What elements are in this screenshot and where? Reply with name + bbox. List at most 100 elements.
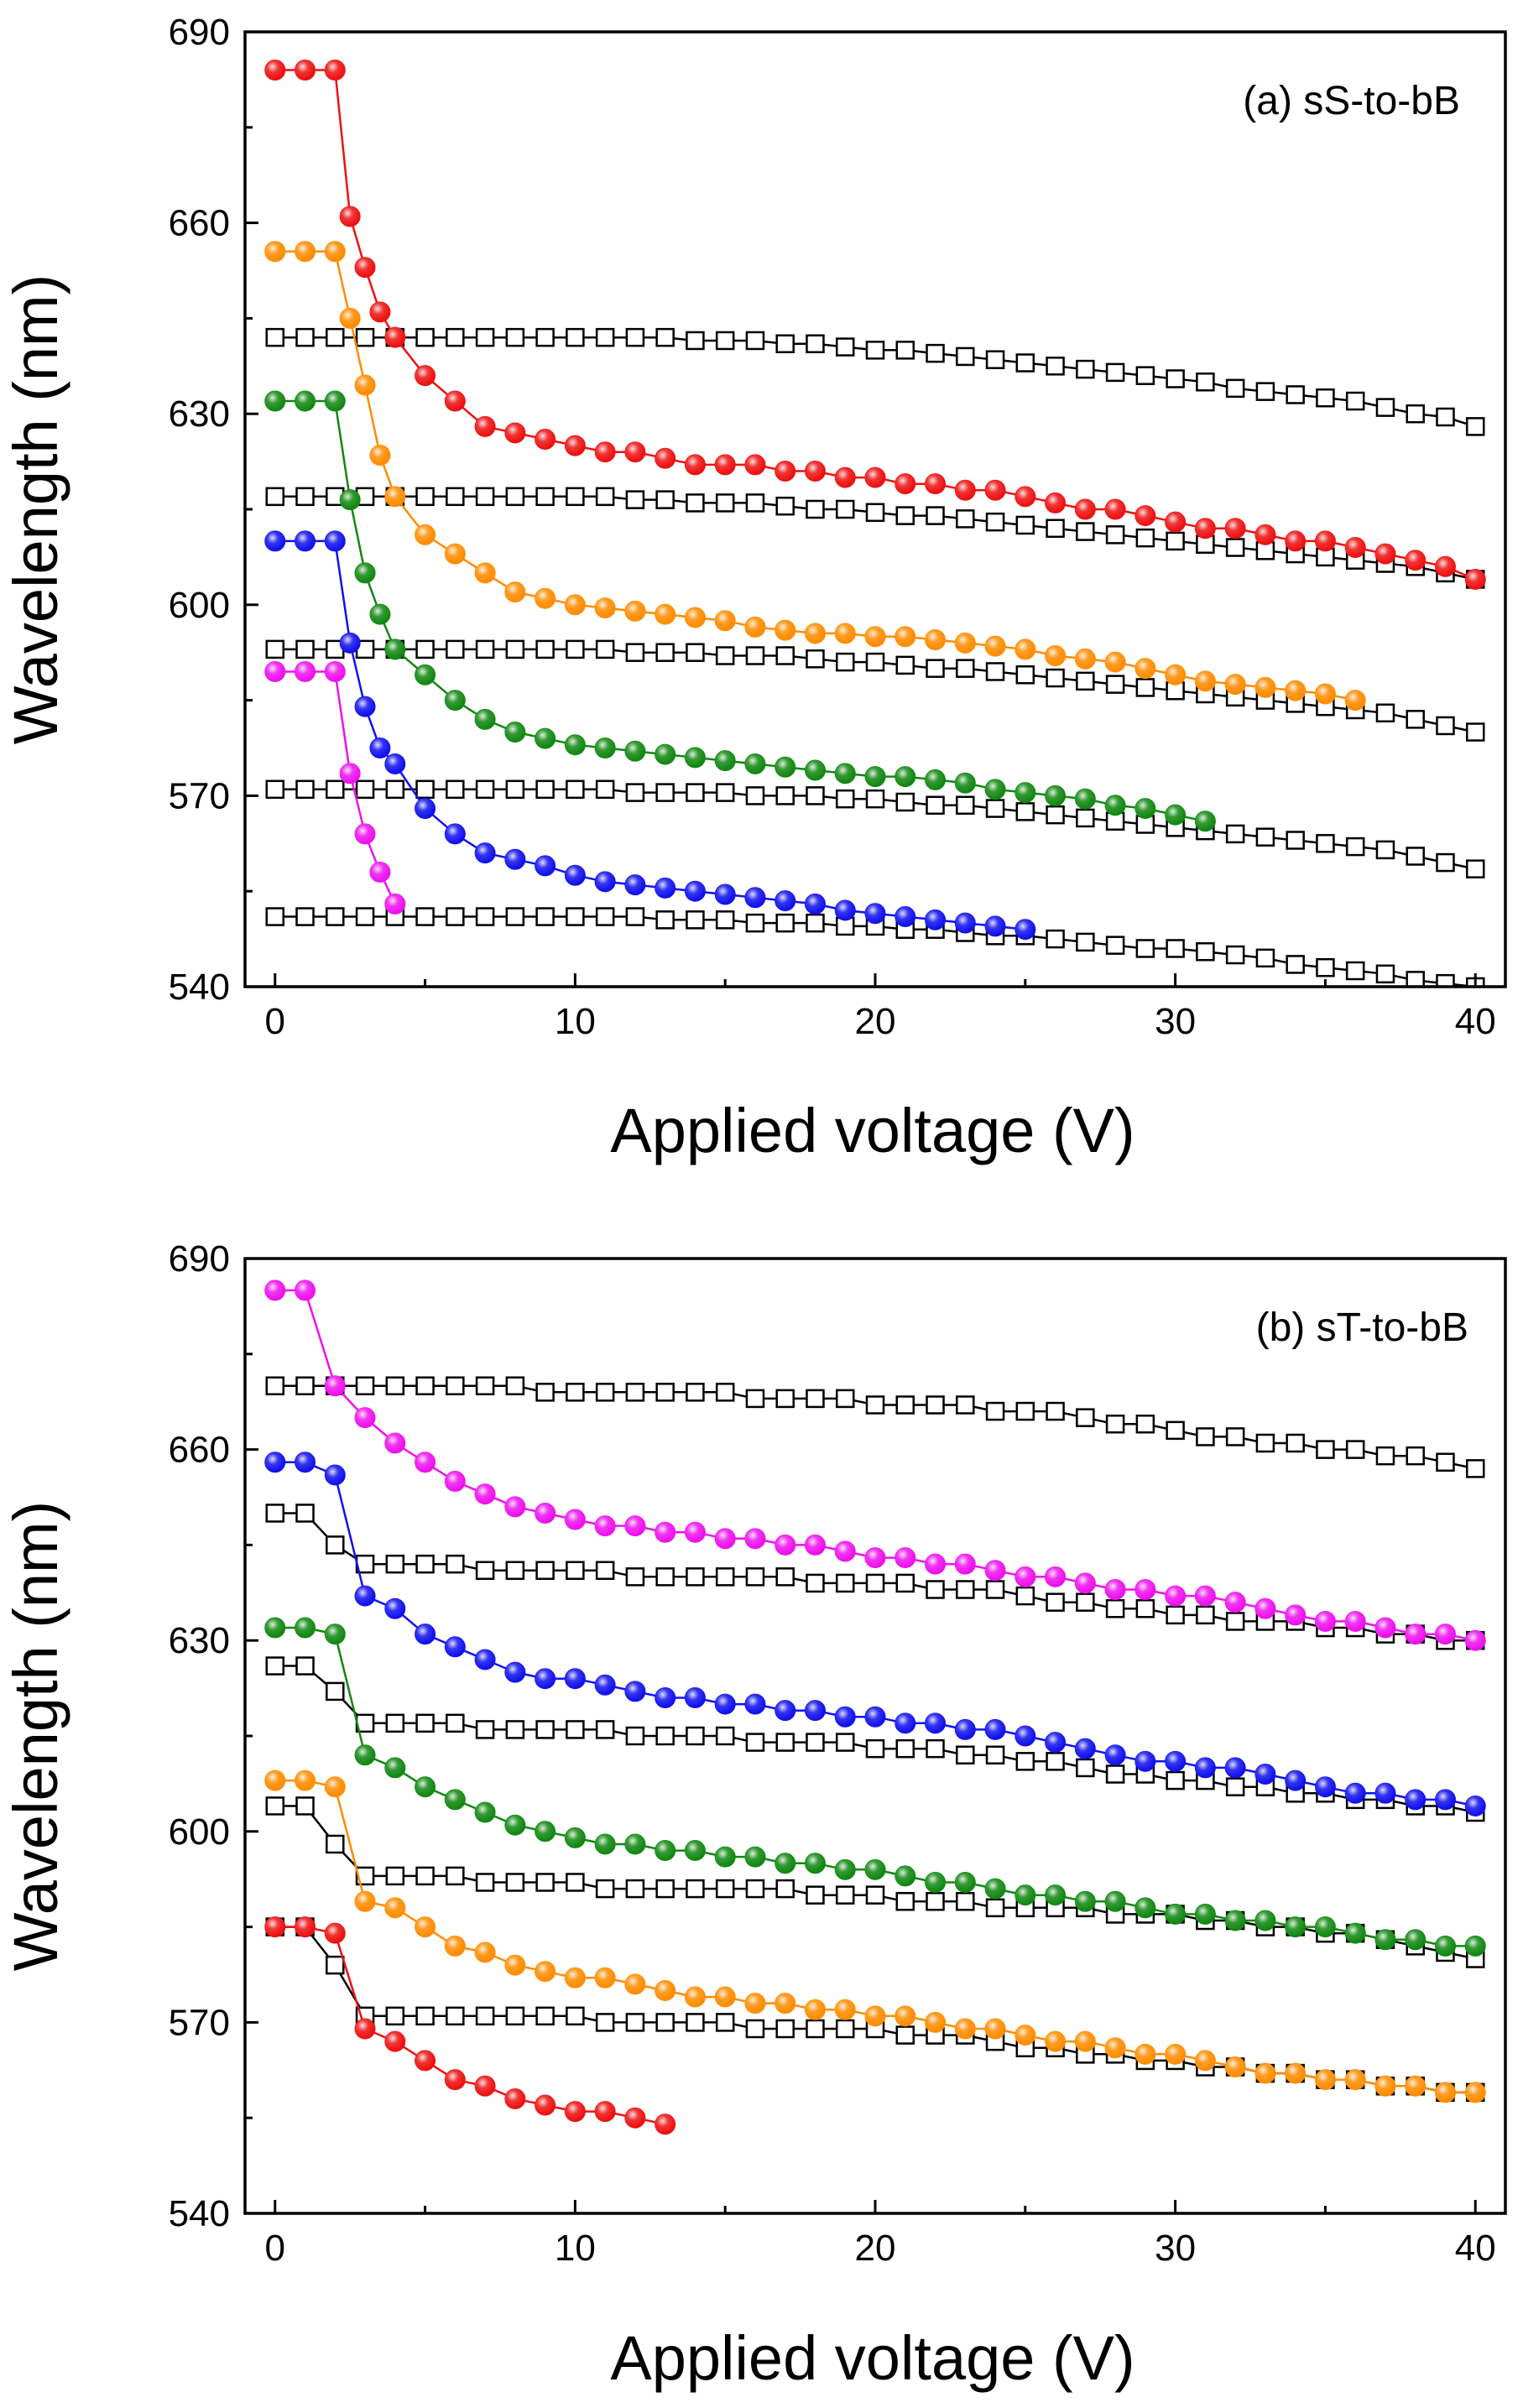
- data-point: [1166, 531, 1185, 551]
- data-point: [355, 327, 375, 347]
- data-point-highlight: [775, 1993, 795, 2014]
- data-point-highlight: [775, 1535, 795, 1556]
- data-point-highlight: [1165, 805, 1186, 826]
- data-point-highlight: [384, 2031, 405, 2052]
- data-point: [475, 1376, 495, 1395]
- data-point: [326, 327, 345, 347]
- data-point-highlight: [1345, 690, 1366, 711]
- data-point: [1015, 515, 1035, 535]
- data-point-highlight: [624, 1681, 645, 1702]
- data-point-highlight: [295, 1452, 316, 1472]
- data-point: [775, 1879, 795, 1899]
- data-point: [265, 1376, 285, 1395]
- data-point: [745, 1567, 765, 1587]
- data-point-highlight: [985, 1560, 1006, 1581]
- data-point: [1436, 1452, 1455, 1472]
- data-point-highlight: [744, 1847, 765, 1868]
- data-point: [295, 907, 315, 926]
- data-point-highlight: [925, 910, 946, 930]
- data-point: [595, 639, 615, 659]
- chart-panel-a: 0 10 20 30 40 540 570 600 630 660 690 (a) sS-to-bB…: [1, 12, 1507, 1165]
- data-point: [715, 783, 735, 802]
- data-point: [595, 1383, 615, 1402]
- data-point: [475, 1561, 495, 1580]
- data-point-highlight: [1345, 1923, 1366, 1944]
- data-point-highlight: [925, 2012, 946, 2033]
- data-point: [806, 649, 825, 669]
- data-point: [985, 662, 1005, 681]
- data-point-highlight: [775, 1853, 795, 1874]
- data-point-highlight: [340, 763, 361, 784]
- data-point: [865, 1885, 885, 1905]
- data-point: [385, 2006, 405, 2026]
- data-point-highlight: [744, 454, 765, 475]
- data-point: [295, 779, 315, 800]
- data-point: [686, 1383, 705, 1402]
- data-point-highlight: [595, 1675, 616, 1696]
- data-point: [745, 646, 765, 665]
- series-green: [264, 1617, 1486, 1957]
- data-point: [715, 1383, 735, 1402]
- data-point-highlight: [624, 441, 645, 462]
- series-ref-2: [265, 1504, 1485, 1650]
- data-point: [1135, 678, 1155, 697]
- data-point-highlight: [415, 365, 436, 386]
- data-point-highlight: [685, 1687, 706, 1708]
- data-point: [865, 503, 885, 523]
- data-point-highlight: [1465, 2082, 1486, 2103]
- data-point-highlight: [264, 1618, 285, 1639]
- data-point-highlight: [1195, 1586, 1216, 1607]
- data-point-highlight: [835, 1999, 856, 2020]
- data-point: [535, 487, 555, 507]
- data-point: [595, 2013, 615, 2032]
- data-point-highlight: [415, 1452, 436, 1472]
- data-point: [326, 779, 345, 800]
- series-magenta: [264, 660, 406, 915]
- data-point: [895, 2025, 915, 2045]
- data-point-highlight: [1465, 1936, 1486, 1957]
- data-point-highlight: [535, 588, 555, 609]
- data-point-highlight: [565, 865, 586, 886]
- data-point-highlight: [655, 604, 675, 625]
- data-point: [265, 1656, 285, 1676]
- data-point-highlight: [415, 1916, 436, 1937]
- data-point: [956, 347, 975, 367]
- data-point: [806, 334, 825, 353]
- data-point: [1135, 1415, 1155, 1434]
- data-point-highlight: [504, 422, 525, 443]
- data-point-highlight: [1195, 810, 1216, 831]
- data-point-highlight: [384, 1897, 405, 1918]
- data-point: [566, 1383, 585, 1402]
- axis-ticks-a: 0 10 20 30 40 540 570 600 630 660 690: [169, 12, 1496, 1042]
- data-point-highlight: [595, 2101, 616, 2122]
- x-tick-label: 0: [265, 1001, 285, 1042]
- data-point: [1406, 404, 1425, 424]
- data-point-highlight: [955, 633, 976, 654]
- data-point-highlight: [955, 480, 976, 501]
- data-point-highlight: [325, 60, 346, 81]
- data-point: [535, 2006, 555, 2026]
- data-point-highlight: [925, 769, 946, 790]
- data-point-highlight: [835, 467, 856, 488]
- data-point-highlight: [415, 798, 436, 819]
- x-tick-label: 10: [555, 2228, 596, 2269]
- data-point: [505, 779, 525, 800]
- data-point-highlight: [595, 1515, 616, 1536]
- data-point-highlight: [565, 2101, 586, 2122]
- x-axis-title-a: Applied voltage (V): [610, 1096, 1134, 1165]
- data-point-highlight: [355, 1586, 376, 1607]
- data-point-highlight: [655, 448, 675, 469]
- data-point: [655, 643, 675, 662]
- data-point: [775, 786, 795, 805]
- data-point-highlight: [715, 1694, 736, 1715]
- data-point: [806, 2019, 825, 2039]
- data-point-highlight: [865, 626, 885, 647]
- data-point: [956, 1745, 975, 1765]
- data-point: [956, 509, 975, 529]
- data-point-highlight: [384, 894, 405, 915]
- data-point: [1135, 528, 1155, 548]
- data-point-highlight: [1105, 1744, 1126, 1765]
- data-point-highlight: [775, 890, 795, 911]
- data-point: [595, 1879, 615, 1899]
- series-blue: [264, 1452, 1486, 1816]
